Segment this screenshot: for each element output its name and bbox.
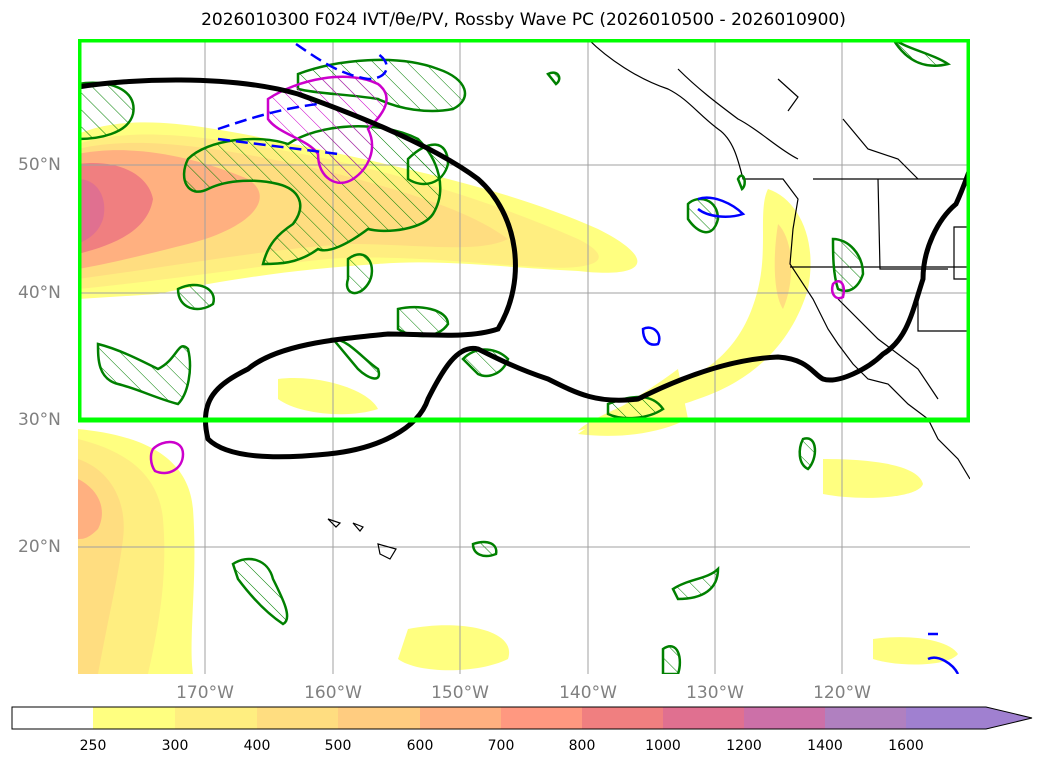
- colorbar-tick-500: 500: [324, 738, 352, 754]
- colorbar-tick-1200: 1200: [726, 738, 762, 754]
- lat-label-50n: 50°N: [18, 155, 61, 175]
- colorbar-tick-1600: 1600: [888, 738, 924, 754]
- colorbar-tick-800: 800: [568, 738, 596, 754]
- colorbar-tick-700: 700: [487, 738, 515, 754]
- region-box: [78, 39, 970, 423]
- lon-label-160w: 160°W: [304, 683, 362, 703]
- colorbar: [11, 706, 1033, 730]
- colorbar-tick-600: 600: [406, 738, 434, 754]
- lon-label-170w: 170°W: [176, 683, 234, 703]
- lon-label-120w: 120°W: [813, 683, 871, 703]
- chart-title: 2026010300 F024 IVT/θe/PV, Rossby Wave P…: [201, 10, 846, 30]
- pv-contours: [149, 75, 845, 475]
- lon-label-130w: 130°W: [686, 683, 744, 703]
- map-canvas: [78, 39, 970, 674]
- lon-label-140w: 140°W: [559, 683, 617, 703]
- lat-label-40n: 40°N: [18, 283, 61, 303]
- colorbar-tick-400: 400: [243, 738, 271, 754]
- rossby-wave-contour: [78, 77, 970, 460]
- lat-label-20n: 20°N: [18, 537, 61, 557]
- lon-label-150w: 150°W: [431, 683, 489, 703]
- theta-e-contours: [78, 39, 952, 674]
- coastline: [327, 39, 970, 560]
- lat-label-30n: 30°N: [18, 410, 61, 430]
- colorbar-tick-1000: 1000: [645, 738, 681, 754]
- colorbar-tick-1400: 1400: [807, 738, 843, 754]
- colorbar-tick-250: 250: [79, 738, 107, 754]
- colorbar-tick-300: 300: [161, 738, 189, 754]
- negative-contours: [217, 42, 960, 674]
